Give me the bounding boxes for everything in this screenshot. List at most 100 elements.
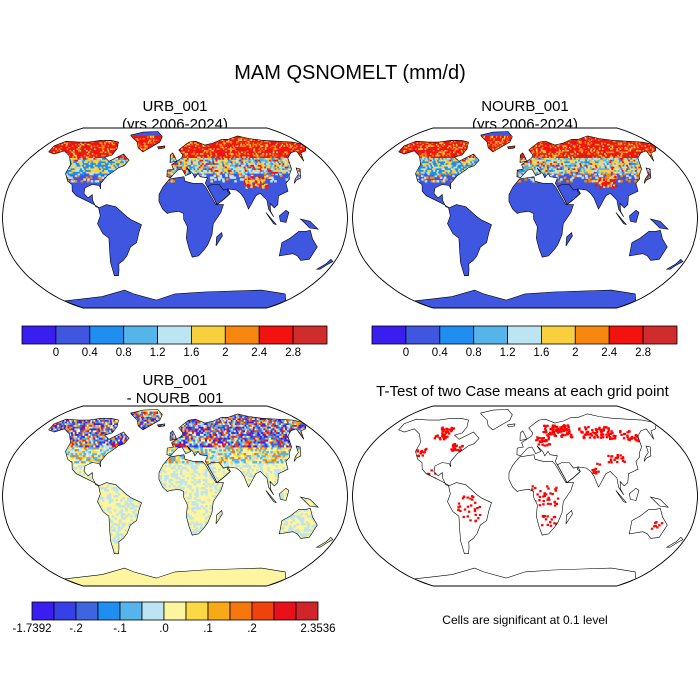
colorbar-diff-box-10 (251, 601, 275, 621)
colorbar-nourb-label-2: 0.8 (465, 347, 482, 359)
map-urb (2, 127, 348, 309)
colorbar-urb-label-3: 1.2 (149, 347, 166, 359)
colorbar-diff-label-2: -.1 (113, 623, 127, 635)
colorbar-urb-box-0 (21, 325, 57, 345)
panel-title-nourb-line1: NOURB_001 (481, 98, 569, 115)
land-antarctica-nourb (414, 290, 636, 308)
colorbar-urb-box-8 (292, 325, 328, 345)
colorbar-diff-box-11 (273, 601, 297, 621)
panel-title-ttest: T-Test of two Case means at each grid po… (376, 383, 669, 400)
colorbar-urb-label-0: 0 (52, 347, 60, 359)
colorbar-urb-box-2 (89, 325, 125, 345)
ocean-nourb (352, 128, 698, 308)
colorbar-nourb-label-4: 1.6 (533, 347, 550, 359)
colorbar-urb-box-6 (224, 325, 260, 345)
land-africa-urb (158, 176, 224, 258)
colorbar-urb-box-5 (190, 325, 226, 345)
land-south_america-nourb (447, 204, 492, 276)
land-borneo-urb (279, 210, 289, 223)
land-south_america-urb (97, 204, 142, 276)
colorbar-diff-box-0 (31, 601, 55, 621)
colorbar-diff (31, 601, 319, 621)
significance-note: Cells are significant at 0.1 level (442, 613, 608, 627)
colorbar-diff-box-4 (119, 601, 143, 621)
land-madagascar-urb (216, 232, 223, 246)
colorbar-diff-box-5 (141, 601, 165, 621)
land-australia-urb (279, 230, 318, 261)
colorbar-nourb (371, 325, 678, 345)
colorbar-nourb-box-5 (541, 325, 576, 345)
map-boundary-ttest (352, 405, 698, 587)
land-new_guinea-urb (300, 219, 319, 230)
colorbar-urb-label-5: 2 (222, 347, 229, 359)
land-antarctica-diff (64, 568, 286, 586)
colorbar-diff-label-0: -1.7392 (12, 623, 52, 635)
colorbar-diff-box-7 (185, 601, 209, 621)
map-boundary-nourb (352, 127, 698, 309)
colorbar-urb-label-4: 1.6 (183, 347, 200, 359)
colorbar-nourb-label-3: 1.2 (499, 347, 516, 359)
colorbar-nourb-box-4 (507, 325, 542, 345)
colorbar-diff-box-3 (97, 601, 121, 621)
ocean-urb (2, 128, 348, 308)
colorbar-nourb-label-7: 2.8 (635, 347, 652, 359)
colorbar-urb-label-1: 0.4 (81, 347, 98, 359)
colorbar-diff-label-1: -.2 (69, 623, 83, 635)
colorbar-diff-box-12 (295, 601, 319, 621)
colorbar-nourb-label-1: 0.4 (431, 347, 448, 359)
colorbar-urb-box-7 (258, 325, 294, 345)
land-arabia-nourb (557, 184, 581, 205)
colorbar-nourb-box-3 (473, 325, 509, 345)
colorbar-diff-label-3: .0 (159, 623, 169, 635)
colorbar-urb-label-7: 2.8 (285, 347, 302, 359)
colorbar-urb-box-4 (157, 325, 192, 345)
land-north_america-urb (48, 140, 130, 208)
colorbar-nourb-label-6: 2.4 (601, 347, 618, 359)
coastlines-nourb (398, 131, 684, 308)
colorbar-diff-label-6: 2.3536 (300, 623, 336, 635)
land-new_guinea-nourb (650, 219, 669, 230)
colorbar-nourb-label-0: 0 (402, 347, 410, 359)
land-australia-nourb (629, 230, 668, 261)
panel-title-diff-line2: - NOURB_001 (126, 390, 224, 407)
land-new_zealand-nourb (666, 259, 683, 270)
land-new_zealand-urb (316, 259, 333, 270)
colorbar-nourb-box-6 (574, 325, 610, 345)
colorbar-diff-box-2 (75, 601, 99, 621)
land-antarctica-urb (64, 290, 286, 308)
colorbar-nourb-label-5: 2 (572, 347, 579, 359)
land-arabia-urb (207, 184, 231, 205)
map-diff (2, 405, 348, 587)
colorbar-nourb-box-0 (371, 325, 407, 345)
colorbar-nourb-box-2 (439, 325, 475, 345)
panel-title-urb-line1: URB_001 (142, 98, 208, 115)
colorbar-diff-box-6 (163, 601, 187, 621)
colorbar-urb-label-2: 0.8 (115, 347, 132, 359)
colorbar-urb-label-6: 2.4 (251, 347, 268, 359)
colorbar-diff-label-5: .2 (247, 623, 257, 635)
colorbar-nourb-box-8 (642, 325, 678, 345)
map-boundary-diff (2, 405, 348, 587)
colorbar-diff-box-1 (53, 601, 77, 621)
colorbar-diff-label-4: .1 (203, 623, 213, 635)
map-boundary-urb (2, 127, 348, 309)
land-africa-nourb (508, 176, 574, 258)
coastlines-urb (48, 131, 334, 308)
land-madagascar-nourb (566, 232, 573, 246)
colorbar-nourb-box-1 (405, 325, 441, 345)
colorbar-diff-box-8 (207, 601, 231, 621)
ocean-diff (2, 406, 348, 586)
map-ttest (352, 405, 698, 587)
colorbar-urb-box-3 (123, 325, 158, 345)
panel-title-diff: URB_001 - NOURB_001 (40, 372, 310, 408)
map-nourb (352, 127, 698, 309)
panel-title-diff-line1: URB_001 (142, 372, 208, 389)
colorbar-diff-box-9 (229, 601, 253, 621)
colorbar-urb (21, 325, 328, 345)
colorbar-nourb-box-7 (608, 325, 644, 345)
colorbar-urb-box-1 (55, 325, 91, 345)
figure-title: MAM QSNOMELT (mm/d) (234, 62, 466, 84)
ocean-ttest (352, 406, 698, 586)
land-borneo-nourb (629, 210, 639, 223)
